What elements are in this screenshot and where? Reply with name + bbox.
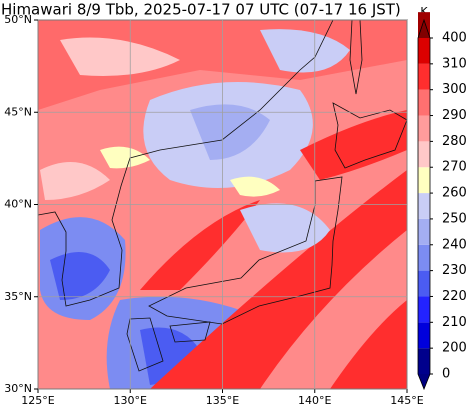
y-tick-label: 50°N xyxy=(4,13,32,26)
y-tick-label: 35°N xyxy=(4,290,32,303)
x-tick-label: 125°E xyxy=(21,394,54,407)
colorbar-tick-label: 310 xyxy=(442,56,467,71)
colorbar-segment xyxy=(418,348,430,374)
colorbar-tick-label: 240 xyxy=(442,237,467,252)
colorbar-segment xyxy=(418,38,430,64)
coastlines xyxy=(38,20,407,372)
colorbar-segment xyxy=(418,193,430,219)
colorbar-tick-label: 300 xyxy=(442,82,467,97)
y-tick-label: 45°N xyxy=(4,105,32,118)
colorbar-under xyxy=(418,374,430,389)
x-tick-label: 145°E xyxy=(390,394,423,407)
x-tick-label: 130°E xyxy=(114,394,147,407)
colorbar-segment xyxy=(418,63,430,90)
colorbar-tick-label: 250 xyxy=(442,211,467,226)
colorbar-segment xyxy=(418,218,430,245)
colorbar-segment xyxy=(418,141,430,168)
colorbar-tick-label: 210 xyxy=(442,315,467,330)
colorbar-over xyxy=(418,20,430,38)
colorbar-segment xyxy=(418,270,430,297)
colorbar-tick-label: 200 xyxy=(442,341,467,356)
colorbar-tick-label: 230 xyxy=(442,263,467,278)
y-tick-label: 30°N xyxy=(4,382,32,395)
colorbar-tick-label: 220 xyxy=(442,289,467,304)
colorbar-tick-label: 270 xyxy=(442,160,467,175)
colorbar-tick-label: 280 xyxy=(442,134,467,149)
y-tick-label: 40°N xyxy=(4,198,32,211)
colorbar-segment xyxy=(418,296,430,323)
colorbar-tick-label: 400 xyxy=(442,31,467,46)
colorbar-unit: K xyxy=(420,5,428,18)
x-tick-label: 140°E xyxy=(298,394,331,407)
colorbar-segment xyxy=(418,322,430,349)
colorbar-segment xyxy=(418,167,430,194)
colorbar-tick-label: 260 xyxy=(442,186,467,201)
map-title: Himawari 8/9 Tbb, 2025-07-17 07 UTC (07-… xyxy=(1,1,401,19)
colorbar-tick-label: 0 xyxy=(442,367,450,382)
colorbar-segment xyxy=(418,244,430,271)
colorbar-segment xyxy=(418,115,430,142)
colorbar-segment xyxy=(418,89,430,116)
colorbar-tick-label: 290 xyxy=(442,108,467,123)
x-tick-label: 135°E xyxy=(206,394,239,407)
